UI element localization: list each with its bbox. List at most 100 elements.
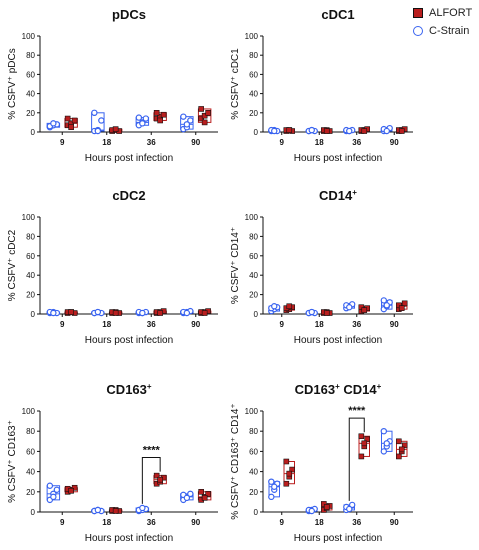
x-tick-label: 9: [280, 518, 285, 527]
data-point-alfort: [401, 442, 408, 449]
data-point-cstrain: [308, 308, 315, 316]
data-point-cstrain: [180, 113, 187, 120]
data-point-alfort: [396, 453, 402, 460]
y-axis-label: % CSFV⁺ cDC2: [7, 229, 18, 301]
chart-title-superscript: +: [352, 188, 357, 197]
data-point-alfort: [286, 303, 293, 310]
data-point-alfort: [68, 124, 74, 130]
y-tick-label: 80: [26, 427, 35, 436]
chart-title-suffix: CD14: [340, 382, 378, 397]
data-point-cstrain: [50, 493, 57, 501]
chart-title: CD14+: [319, 188, 357, 203]
legend-label-cstrain: C-Strain: [429, 25, 470, 37]
x-tick-label: 36: [352, 138, 361, 147]
data-point-cstrain: [346, 304, 353, 311]
x-tick-label: 90: [390, 518, 399, 527]
chart-title: CD163+ CD14+: [295, 382, 382, 397]
y-tick-label: 100: [245, 32, 259, 41]
y-tick-label: 80: [249, 427, 258, 436]
data-point-cstrain: [183, 494, 191, 502]
significance-bracket: [348, 417, 365, 501]
data-point-cstrain: [46, 482, 54, 489]
data-point-cstrain: [53, 486, 61, 493]
chart-title-main: cDC1: [321, 7, 354, 22]
data-point-cstrain: [50, 120, 57, 127]
x-tick-label: 18: [102, 518, 111, 527]
data-point-alfort: [201, 119, 208, 126]
data-point-cstrain: [183, 309, 191, 317]
data-point-alfort: [361, 307, 368, 313]
y-tick-label: 40: [249, 271, 258, 280]
data-point-cstrain: [94, 127, 102, 135]
data-point-alfort: [323, 504, 330, 510]
significance-label: ****: [348, 405, 366, 417]
data-point-cstrain: [380, 428, 388, 435]
data-point-alfort: [157, 117, 163, 124]
x-tick-label: 36: [352, 320, 361, 329]
data-point-alfort: [361, 440, 368, 447]
x-tick-label: 18: [315, 320, 324, 329]
data-point-alfort: [157, 476, 163, 483]
data-point-cstrain: [98, 117, 105, 124]
data-point-alfort: [321, 501, 327, 507]
data-point-alfort: [283, 458, 290, 465]
legend: ALFORT C-Strain: [413, 4, 479, 40]
y-tick-label: 100: [22, 32, 36, 41]
data-point-alfort: [283, 480, 290, 487]
data-point-cstrain: [346, 505, 353, 513]
data-point-cstrain: [50, 309, 57, 317]
chart-panel-1: pDCs 0 20 40 60 80 100 % CSFV⁺ pDCs 9 18 36 90 Hours…: [7, 7, 218, 164]
x-axis-label: Hours post infection: [294, 533, 382, 544]
data-point-cstrain: [271, 127, 278, 135]
data-point-cstrain: [383, 302, 390, 309]
data-point-alfort: [68, 487, 74, 494]
data-point-alfort: [286, 127, 293, 133]
data-point-cstrain: [271, 303, 278, 310]
y-tick-label: 100: [245, 213, 259, 222]
y-axis-label: % CSFV⁺ CD14⁺: [230, 227, 241, 304]
y-tick-label: 60: [26, 252, 35, 261]
y-tick-label: 40: [26, 90, 35, 99]
data-point-cstrain: [383, 440, 390, 447]
data-point-alfort: [205, 110, 211, 116]
x-axis-label: Hours post infection: [294, 335, 382, 346]
data-point-cstrain: [380, 448, 388, 455]
data-point-alfort: [398, 305, 405, 311]
chart-title-superscript: +: [335, 382, 340, 391]
data-point-alfort: [286, 470, 293, 477]
data-point-alfort: [398, 128, 405, 134]
data-point-alfort: [201, 310, 208, 316]
data-point-cstrain: [94, 308, 102, 316]
chart-title-main: CD14: [319, 188, 353, 203]
y-tick-label: 0: [31, 128, 36, 137]
y-tick-label: 0: [254, 310, 259, 319]
x-tick-label: 9: [280, 320, 285, 329]
data-point-alfort: [160, 111, 167, 118]
data-point-cstrain: [142, 115, 150, 122]
data-point-cstrain: [94, 506, 102, 514]
x-tick-label: 18: [315, 138, 324, 147]
x-tick-label: 18: [102, 138, 111, 147]
y-tick-label: 20: [26, 109, 35, 118]
data-point-cstrain: [308, 126, 315, 134]
data-point-alfort: [198, 115, 204, 122]
x-axis-label: Hours post infection: [294, 153, 382, 164]
x-tick-label: 9: [60, 320, 65, 329]
y-axis-label: % CSFV⁺ pDCs: [7, 48, 18, 119]
chart-title: cDC1: [321, 7, 354, 22]
y-tick-label: 20: [249, 488, 258, 497]
chart-panel-2: cDC1 0 20 40 60 80 100 % CSFV⁺ cDC1 9 18 36 90 Hours…: [230, 7, 413, 164]
x-tick-label: 9: [280, 138, 285, 147]
data-point-cstrain: [271, 483, 278, 490]
data-point-cstrain: [139, 504, 146, 512]
data-point-alfort: [323, 310, 330, 316]
data-point-cstrain: [383, 127, 390, 135]
x-tick-label: 90: [390, 138, 399, 147]
data-point-alfort: [396, 302, 402, 309]
y-axis-label: % CSFV⁺ CD163⁺ CD14⁺: [230, 403, 241, 519]
chart-title-main: cDC2: [112, 188, 145, 203]
chart-title: CD163+: [106, 382, 151, 397]
